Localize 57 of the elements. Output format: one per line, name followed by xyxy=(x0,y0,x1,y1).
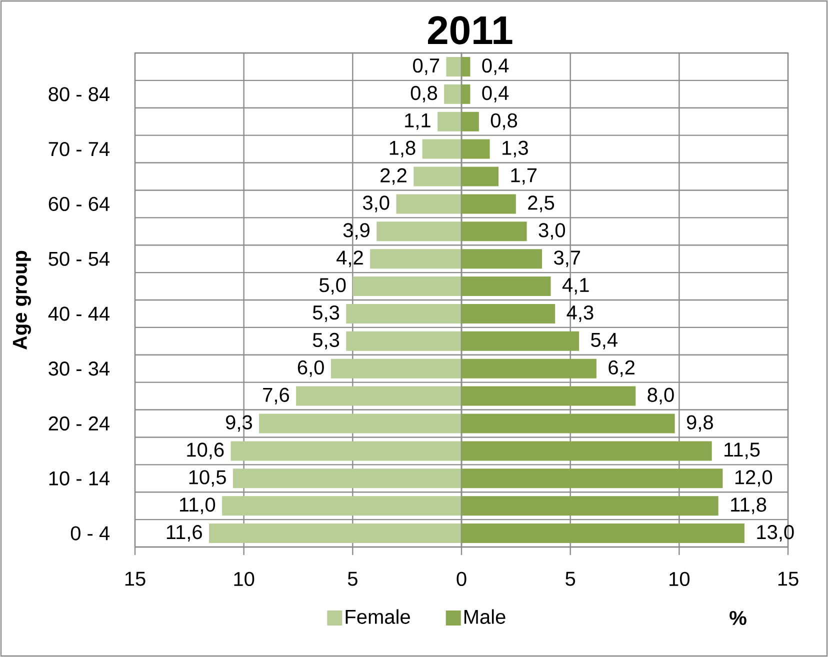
data-label: 5,0 xyxy=(319,278,346,295)
data-label: 12,0 xyxy=(735,470,772,487)
x-tick-label: 5 xyxy=(566,572,576,586)
data-label: 3,0 xyxy=(538,223,566,240)
data-label: 0,8 xyxy=(410,86,438,102)
data-label: 13,0 xyxy=(757,525,794,542)
legend-label: Female xyxy=(346,609,410,624)
data-label: 10,6 xyxy=(187,442,224,460)
y-tick-label: 20 - 24 xyxy=(48,416,110,431)
x-axis-title: % xyxy=(730,610,746,626)
data-label: 0,7 xyxy=(413,58,440,75)
legend-label: Male xyxy=(464,609,506,624)
data-label: 1,8 xyxy=(390,140,416,158)
y-tick-label: 60 - 64 xyxy=(48,196,110,212)
chart-title: 2011 xyxy=(428,16,512,44)
data-label: 8,0 xyxy=(648,388,674,404)
data-label: 1,3 xyxy=(502,140,528,158)
y-tick-label: 0 - 4 xyxy=(70,526,110,540)
data-label: 4,1 xyxy=(562,278,589,294)
y-tick-label: 40 - 44 xyxy=(48,306,110,321)
y-axis-title: Age group xyxy=(12,250,31,350)
data-label: 5,3 xyxy=(312,305,340,322)
data-label: 11,6 xyxy=(166,525,202,542)
data-label: 11,0 xyxy=(180,498,216,514)
data-label: 0,8 xyxy=(490,113,518,130)
data-label: 11,8 xyxy=(731,498,766,514)
data-label: 4,2 xyxy=(336,250,363,268)
data-label: 5,4 xyxy=(591,333,618,350)
data-label: 5,3 xyxy=(312,332,340,350)
data-label: 0,4 xyxy=(482,86,509,102)
data-label: 3,0 xyxy=(362,196,390,212)
x-tick-label: 10 xyxy=(670,572,690,586)
y-tick-label: 50 - 54 xyxy=(48,252,110,266)
x-tick-label: 15 xyxy=(125,572,146,586)
data-label: 9,3 xyxy=(226,415,252,432)
x-tick-label: 15 xyxy=(778,572,798,586)
data-label: 10,5 xyxy=(189,470,226,487)
data-label: 2,5 xyxy=(528,196,554,212)
data-label: 9,8 xyxy=(686,415,713,432)
data-label: 7,6 xyxy=(263,388,289,404)
data-label: 1,7 xyxy=(511,168,537,185)
data-label: 6,2 xyxy=(608,360,634,377)
data-label: 4,3 xyxy=(566,305,594,322)
y-tick-label: 80 - 84 xyxy=(48,87,110,102)
y-tick-label: 70 - 74 xyxy=(48,142,110,156)
data-label: 6,0 xyxy=(298,360,324,377)
x-tick-label: 10 xyxy=(234,572,254,586)
y-tick-label: 30 - 34 xyxy=(48,362,110,376)
x-tick-label: 0 xyxy=(456,572,466,586)
data-label: 0,4 xyxy=(482,58,509,75)
data-label: 11,5 xyxy=(724,442,760,460)
data-label: 3,9 xyxy=(343,223,370,240)
data-label: 2,2 xyxy=(380,168,406,185)
data-label: 1,1 xyxy=(405,113,430,130)
x-tick-label: 5 xyxy=(348,572,358,586)
data-label: 3,7 xyxy=(554,250,580,268)
y-tick-label: 10 - 14 xyxy=(49,471,110,486)
